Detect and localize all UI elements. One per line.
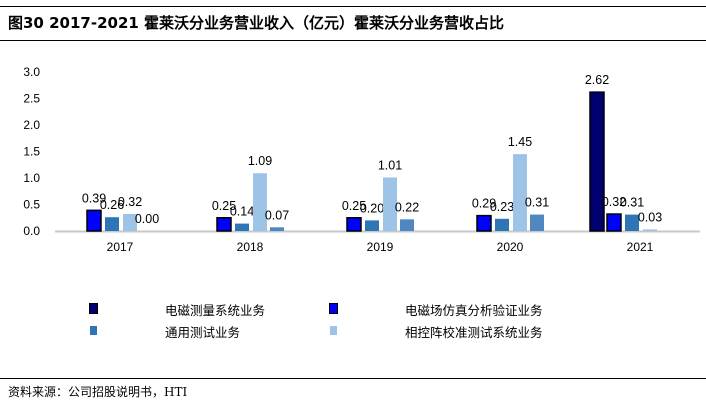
bar bbox=[625, 214, 639, 231]
source-note: 资料来源：公司招股说明书，HTI bbox=[8, 385, 188, 399]
title-rule bbox=[0, 40, 706, 41]
y-tick-label: 0.5 bbox=[23, 198, 40, 212]
bar bbox=[495, 218, 509, 231]
y-tick-label: 1.5 bbox=[23, 145, 40, 159]
x-tick-label: 2020 bbox=[497, 240, 524, 254]
data-label: 1.09 bbox=[248, 154, 272, 168]
legend-label: 通用测试业务 bbox=[165, 325, 241, 340]
legend-label: 相控阵校准测试系统业务 bbox=[405, 325, 543, 340]
data-label: 0.29 bbox=[472, 197, 496, 211]
legend-swatch bbox=[329, 303, 338, 314]
y-tick-label: 3.0 bbox=[23, 65, 40, 79]
bar bbox=[346, 217, 362, 232]
data-label: 0.20 bbox=[360, 201, 384, 215]
legend-label: 电磁测量系统业务 bbox=[165, 303, 266, 318]
bar bbox=[86, 209, 102, 232]
data-label: 0.32 bbox=[118, 195, 142, 209]
bar bbox=[530, 214, 544, 231]
data-label: 0.26 bbox=[100, 198, 124, 212]
y-tick-label: 2.5 bbox=[23, 92, 40, 106]
bar bbox=[383, 177, 397, 231]
legend-swatch bbox=[90, 326, 97, 335]
data-label: 2.62 bbox=[585, 73, 609, 87]
bar bbox=[216, 217, 232, 232]
data-label: 0.31 bbox=[620, 196, 644, 210]
figure-title: 图30 2017-2021 霍莱沃分业务营业收入（亿元）霍莱沃分业务营收占比 bbox=[8, 14, 505, 32]
data-label: 0.00 bbox=[135, 212, 159, 226]
legend-swatch bbox=[330, 326, 337, 335]
data-label: 0.25 bbox=[212, 199, 236, 213]
data-label: 0.22 bbox=[395, 200, 419, 214]
data-label: 0.32 bbox=[602, 195, 626, 209]
y-tick-label: 1.0 bbox=[23, 171, 40, 185]
bar bbox=[589, 91, 605, 232]
data-label: 1.01 bbox=[378, 158, 402, 172]
data-label: 0.07 bbox=[265, 208, 289, 222]
top-rule bbox=[0, 6, 706, 7]
data-label: 0.23 bbox=[490, 200, 514, 214]
bar bbox=[253, 173, 267, 231]
data-label: 0.31 bbox=[525, 196, 549, 210]
bar-chart: 0.00.51.01.52.02.53.020170.390.260.320.0… bbox=[23, 65, 700, 254]
data-label: 1.45 bbox=[508, 135, 532, 149]
x-tick-label: 2021 bbox=[627, 240, 654, 254]
bar bbox=[606, 213, 622, 232]
bar bbox=[105, 217, 119, 231]
x-tick-label: 2018 bbox=[237, 240, 264, 254]
data-label: 0.39 bbox=[82, 191, 106, 205]
y-tick-label: 0.0 bbox=[23, 224, 40, 238]
bar bbox=[365, 220, 379, 231]
bar bbox=[270, 227, 284, 231]
data-label: 0.14 bbox=[230, 205, 254, 219]
x-tick-label: 2017 bbox=[107, 240, 134, 254]
data-label: 0.03 bbox=[638, 210, 662, 224]
bar bbox=[513, 154, 527, 231]
bar bbox=[476, 214, 492, 232]
data-label: 0.25 bbox=[342, 199, 366, 213]
bar bbox=[235, 223, 249, 231]
bar bbox=[400, 219, 414, 231]
legend-swatch bbox=[89, 303, 98, 314]
x-tick-label: 2019 bbox=[367, 240, 394, 254]
bar bbox=[123, 214, 137, 231]
y-tick-label: 2.0 bbox=[23, 118, 40, 132]
bar bbox=[643, 229, 657, 231]
source-rule bbox=[0, 378, 706, 379]
legend-label: 电磁场仿真分析验证业务 bbox=[405, 303, 543, 318]
